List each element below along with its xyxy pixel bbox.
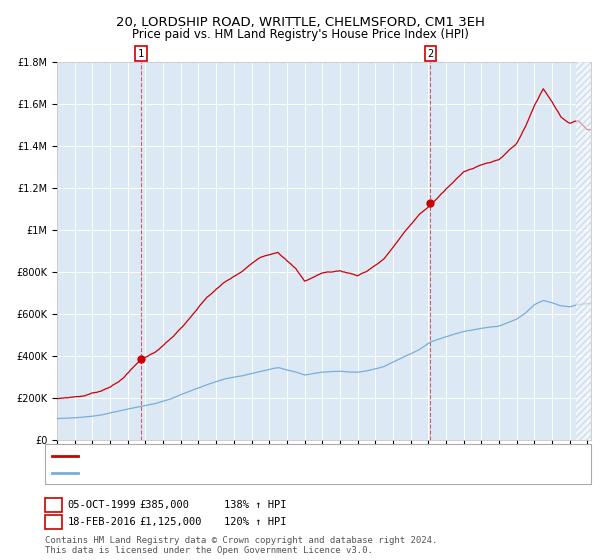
Text: 138% ↑ HPI: 138% ↑ HPI [224, 500, 286, 510]
Text: 1: 1 [138, 49, 144, 59]
Text: 18-FEB-2016: 18-FEB-2016 [68, 517, 137, 527]
Text: 05-OCT-1999: 05-OCT-1999 [68, 500, 137, 510]
Text: 120% ↑ HPI: 120% ↑ HPI [224, 517, 286, 527]
Text: Contains HM Land Registry data © Crown copyright and database right 2024.: Contains HM Land Registry data © Crown c… [45, 536, 437, 545]
Text: 2: 2 [50, 517, 56, 527]
Text: 20, LORDSHIP ROAD, WRITTLE, CHELMSFORD, CM1 3EH (detached house): 20, LORDSHIP ROAD, WRITTLE, CHELMSFORD, … [83, 451, 483, 461]
Text: 2: 2 [427, 49, 434, 59]
Text: £1,125,000: £1,125,000 [140, 517, 202, 527]
Text: 1: 1 [50, 500, 56, 510]
Text: HPI: Average price, detached house, Chelmsford: HPI: Average price, detached house, Chel… [83, 468, 370, 478]
Text: This data is licensed under the Open Government Licence v3.0.: This data is licensed under the Open Gov… [45, 546, 373, 555]
Text: Price paid vs. HM Land Registry's House Price Index (HPI): Price paid vs. HM Land Registry's House … [131, 28, 469, 41]
Text: 20, LORDSHIP ROAD, WRITTLE, CHELMSFORD, CM1 3EH: 20, LORDSHIP ROAD, WRITTLE, CHELMSFORD, … [116, 16, 484, 29]
Text: £385,000: £385,000 [140, 500, 190, 510]
